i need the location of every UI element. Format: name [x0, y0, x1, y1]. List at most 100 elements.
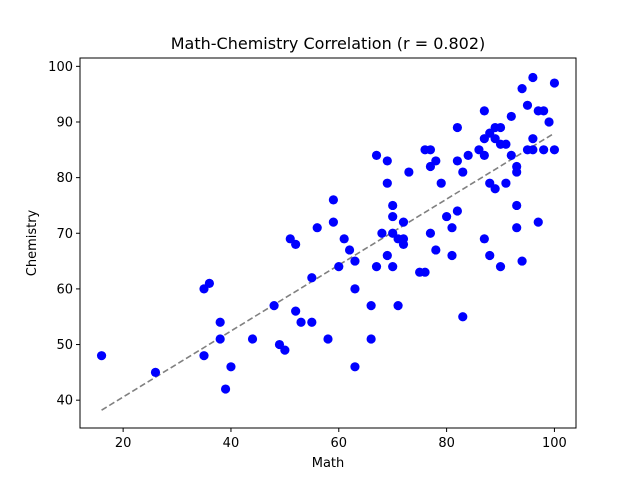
data-point — [539, 106, 549, 116]
data-point — [350, 362, 360, 372]
data-point — [517, 256, 527, 266]
data-point — [366, 300, 376, 311]
data-point — [544, 117, 554, 127]
data-point — [307, 317, 317, 327]
data-point — [447, 223, 457, 233]
data-point — [226, 362, 236, 372]
x-tick-label: 100 — [542, 436, 567, 451]
data-point — [334, 262, 344, 272]
data-point — [398, 239, 409, 249]
data-point — [512, 200, 522, 211]
data-point — [247, 334, 258, 344]
data-point — [447, 250, 457, 261]
data-point — [398, 217, 409, 227]
data-point — [512, 167, 522, 177]
data-point — [506, 111, 516, 122]
data-point — [388, 200, 398, 211]
data-point — [96, 351, 107, 361]
data-point — [204, 278, 214, 288]
data-point — [495, 262, 506, 272]
data-point — [291, 306, 301, 316]
data-point — [382, 178, 392, 188]
y-tick-label: 70 — [56, 227, 73, 242]
x-tick-label: 40 — [223, 436, 240, 451]
data-point — [150, 367, 161, 377]
data-point — [463, 150, 473, 160]
y-tick-label: 80 — [56, 171, 73, 186]
data-point — [458, 167, 468, 177]
data-point — [522, 100, 533, 110]
y-tick-label: 40 — [56, 394, 73, 409]
y-tick-label: 90 — [56, 115, 73, 130]
data-point — [296, 317, 306, 327]
data-point — [393, 300, 403, 311]
data-point — [425, 145, 436, 155]
data-point — [479, 234, 489, 244]
x-axis: 20 40 60 80 100 — [115, 428, 567, 451]
data-point — [490, 184, 500, 194]
data-point — [269, 300, 279, 311]
data-point — [495, 122, 506, 133]
y-axis: 40 50 60 70 80 90 100 — [48, 60, 80, 409]
data-point — [215, 334, 225, 344]
data-point — [431, 245, 441, 255]
data-point — [350, 256, 360, 266]
data-point — [339, 234, 349, 244]
data-point — [431, 156, 441, 166]
data-point — [382, 250, 392, 261]
data-point — [371, 262, 382, 272]
data-point — [528, 134, 538, 144]
data-point — [291, 239, 301, 249]
data-point — [533, 217, 543, 227]
plot-frame — [79, 57, 577, 429]
data-point — [280, 345, 290, 355]
data-point — [485, 250, 495, 261]
trend-layer — [101, 132, 555, 411]
data-point — [344, 245, 355, 255]
data-point — [452, 206, 462, 216]
data-point — [452, 122, 462, 133]
data-point — [328, 195, 338, 205]
data-point — [425, 228, 436, 238]
x-axis-label: Math — [312, 456, 345, 471]
data-point — [528, 145, 538, 155]
x-tick-label: 20 — [115, 436, 132, 451]
data-point — [501, 178, 511, 188]
data-point — [442, 211, 452, 222]
trend-line — [101, 132, 555, 411]
data-point — [549, 145, 560, 155]
data-point — [307, 273, 317, 283]
data-point — [501, 139, 511, 149]
data-point — [350, 284, 360, 294]
data-point — [220, 384, 231, 394]
data-point — [479, 106, 489, 116]
data-point — [420, 267, 430, 277]
y-axis-label: Chemistry — [25, 209, 40, 276]
data-point — [377, 228, 387, 238]
y-tick-label: 100 — [48, 60, 73, 75]
data-point — [458, 312, 468, 322]
data-point — [382, 156, 392, 166]
data-point — [549, 78, 560, 88]
data-point — [366, 334, 376, 344]
y-tick-label: 60 — [56, 282, 73, 297]
data-point — [506, 150, 516, 160]
y-tick-label: 50 — [56, 338, 73, 353]
data-point — [539, 145, 549, 155]
data-point — [452, 156, 462, 166]
data-point — [215, 317, 225, 327]
chart-title: Math-Chemistry Correlation (r = 0.802) — [171, 34, 485, 53]
data-point — [328, 217, 338, 227]
data-point — [323, 334, 333, 344]
data-point — [517, 84, 527, 94]
data-point — [312, 223, 322, 233]
data-point — [404, 167, 414, 177]
data-point — [528, 72, 538, 83]
data-point — [479, 150, 489, 160]
data-point — [512, 223, 522, 233]
x-tick-label: 60 — [331, 436, 348, 451]
data-point — [199, 351, 209, 361]
points-layer — [96, 72, 560, 394]
x-tick-label: 80 — [438, 436, 455, 451]
